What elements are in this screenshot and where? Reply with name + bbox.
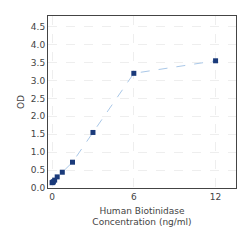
- svg-text:3.0: 3.0: [31, 76, 46, 86]
- svg-text:6: 6: [131, 192, 137, 202]
- svg-text:0.0: 0.0: [31, 183, 46, 193]
- svg-text:1.5: 1.5: [31, 129, 45, 139]
- svg-text:0: 0: [49, 192, 55, 202]
- svg-text:Human BiotinidaseConcentration: Human BiotinidaseConcentration (ng/ml): [92, 206, 191, 228]
- svg-text:0.5: 0.5: [31, 165, 45, 175]
- svg-text:3.5: 3.5: [31, 58, 45, 68]
- svg-text:2.0: 2.0: [31, 111, 46, 121]
- svg-text:4.5: 4.5: [31, 22, 45, 32]
- svg-text:2.5: 2.5: [31, 94, 45, 104]
- svg-text:OD: OD: [16, 95, 26, 109]
- svg-text:12: 12: [210, 192, 221, 202]
- svg-text:1.0: 1.0: [31, 147, 46, 157]
- svg-text:4.0: 4.0: [31, 40, 46, 50]
